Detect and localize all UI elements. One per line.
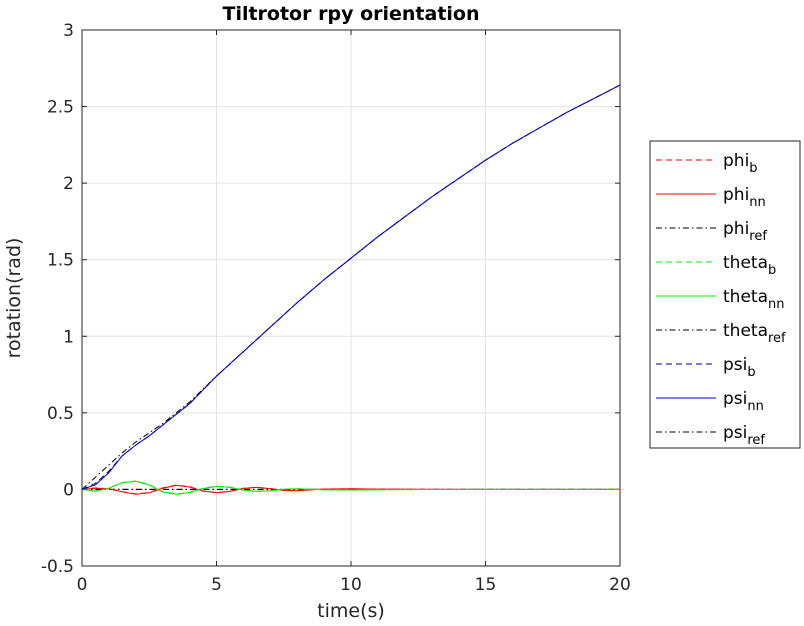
series-lines bbox=[82, 84, 620, 495]
legend-series-subscript: b bbox=[749, 161, 757, 176]
y-tick-label: 0.5 bbox=[47, 404, 74, 424]
legend-series-name: phi bbox=[723, 151, 749, 171]
y-tick-label: 1.5 bbox=[47, 251, 74, 271]
legend-label-phi-ref: phiref bbox=[723, 219, 767, 244]
series-line-psi-nn bbox=[82, 84, 620, 490]
y-tick-label: 2 bbox=[63, 174, 74, 194]
legend-series-name: psi bbox=[723, 423, 747, 443]
legend-series-name: psi bbox=[723, 389, 747, 409]
legend-series-name: theta bbox=[723, 253, 768, 273]
x-tick-label: 10 bbox=[340, 575, 362, 595]
y-tick-label: 2.5 bbox=[47, 98, 74, 118]
grid bbox=[81, 29, 621, 567]
legend-label-theta-ref: thetaref bbox=[723, 321, 786, 346]
legend-series-subscript: b bbox=[768, 263, 776, 278]
legend-series-name: theta bbox=[723, 321, 768, 341]
x-tick-label: 15 bbox=[475, 575, 497, 595]
legend-series-subscript: ref bbox=[749, 229, 767, 244]
legend-series-name: phi bbox=[723, 185, 749, 205]
legend-label-psi-ref: psiref bbox=[723, 423, 765, 448]
x-tick-label: 0 bbox=[77, 575, 88, 595]
legend-series-name: theta bbox=[723, 287, 768, 307]
legend-series-subscript: ref bbox=[747, 433, 765, 448]
x-tick-label: 5 bbox=[211, 575, 222, 595]
legend-label-theta-nn: thetann bbox=[723, 287, 784, 312]
legend-label-phi-nn: phinn bbox=[723, 185, 766, 210]
x-axis-label: time(s) bbox=[317, 600, 385, 622]
y-tick-label: 0 bbox=[63, 480, 74, 500]
chart-title: Tiltrotor rpy orientation bbox=[222, 3, 479, 25]
legend-series-subscript: nn bbox=[768, 297, 784, 312]
legend-label-phi-b: phib bbox=[723, 151, 758, 176]
legend: phibphinnphirefthetabthetannthetarefpsib… bbox=[649, 140, 801, 449]
y-tick-label: -0.5 bbox=[41, 557, 74, 577]
legend-box bbox=[649, 140, 801, 449]
legend-series-subscript: ref bbox=[768, 331, 786, 346]
legend-label-psi-nn: psinn bbox=[723, 389, 764, 414]
y-tick-label: 3 bbox=[63, 21, 74, 41]
legend-series-name: psi bbox=[723, 355, 747, 375]
legend-series-subscript: nn bbox=[747, 399, 763, 414]
legend-series-subscript: b bbox=[747, 365, 755, 380]
series-line-theta-nn bbox=[82, 480, 620, 495]
legend-series-name: phi bbox=[723, 219, 749, 239]
legend-series-subscript: nn bbox=[749, 195, 765, 210]
x-tick-label: 20 bbox=[609, 575, 631, 595]
legend-label-theta-b: thetab bbox=[723, 253, 776, 278]
legend-label-psi-b: psib bbox=[723, 355, 756, 380]
y-tick-label: 1 bbox=[63, 327, 74, 347]
y-axis-label: rotation(rad) bbox=[3, 238, 25, 359]
axis-ticks: 0 5 10 15 20-0.500.511.522.53 bbox=[41, 21, 631, 595]
